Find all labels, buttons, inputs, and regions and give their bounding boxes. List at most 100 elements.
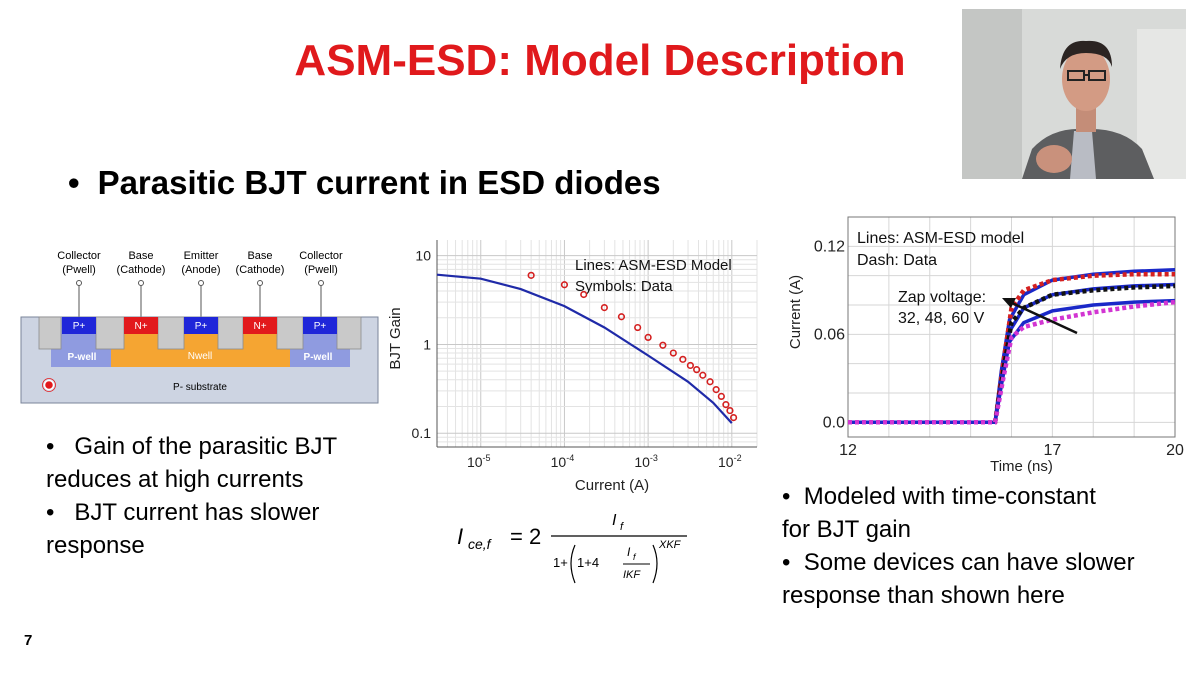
label-base-right-sub: (Cathode) xyxy=(236,264,285,276)
formula-den-b: 1+4 xyxy=(577,555,599,570)
nwell-label: Nwell xyxy=(188,351,212,362)
y-tick-label: 0.0 xyxy=(823,414,845,431)
label-base-right: Base xyxy=(247,250,272,262)
data-point xyxy=(726,406,734,415)
bullet-dot: • xyxy=(46,499,55,526)
right-note-1-line1: Modeled with time-constant xyxy=(803,483,1096,510)
left-notes: • Gain of the parasitic BJT reduces at h… xyxy=(46,430,337,562)
pwell-left-label: P-well xyxy=(68,352,97,363)
implant-n-plus-right xyxy=(243,317,277,334)
right-notes: • Modeled with time-constant for BJT gai… xyxy=(782,480,1135,612)
right-note-2-line1: Some devices can have slower xyxy=(803,549,1135,576)
formula-lhs: I xyxy=(457,524,463,549)
formula-den-num: I xyxy=(627,545,631,559)
data-point xyxy=(706,378,714,386)
right-note-2: • Some devices can have slower xyxy=(782,546,1135,579)
bullet-dot: • xyxy=(68,164,80,201)
plot-frame xyxy=(847,216,1176,438)
left-note-2-line2: response xyxy=(46,532,145,559)
data-point xyxy=(729,414,738,422)
data-point xyxy=(659,341,667,349)
x-tick-label: 10-3 xyxy=(634,453,658,470)
substrate-contact-icon xyxy=(43,379,55,391)
substrate-label: P- substrate xyxy=(173,382,227,393)
label-base-left: Base xyxy=(128,250,153,262)
data-point xyxy=(717,392,725,400)
implant-p-plus-center xyxy=(184,317,218,334)
data-point xyxy=(580,290,588,299)
implant-label: P+ xyxy=(73,321,86,332)
formula-den-den: IKF xyxy=(623,569,641,581)
data-point xyxy=(527,271,535,279)
bullet-dot: • xyxy=(782,483,791,510)
implant-p-plus-right xyxy=(303,317,337,334)
presenter-video-icon xyxy=(962,9,1186,179)
x-tick-label: 10-4 xyxy=(551,453,575,470)
y-tick-label: 0.12 xyxy=(814,238,845,255)
right-note-1-line2: for BJT gain xyxy=(782,516,911,543)
label-base-left-sub: (Cathode) xyxy=(117,264,166,276)
y-axis-label: Current (A) xyxy=(787,275,804,349)
annotation-line1: Zap voltage: xyxy=(898,289,986,306)
right-note-1: • Modeled with time-constant xyxy=(782,480,1135,513)
data-point xyxy=(722,401,730,409)
left-note-1-line1: Gain of the parasitic BJT xyxy=(74,433,338,460)
legend-line1: Lines: ASM-ESD model xyxy=(857,230,1024,247)
data-point xyxy=(699,371,707,379)
formula-equals: = 2 xyxy=(510,524,541,549)
formula-den-num-sub: f xyxy=(633,552,637,562)
y-tick-label: 0.06 xyxy=(814,326,845,343)
annotation-arrow-head-icon xyxy=(1002,298,1016,308)
data-point xyxy=(669,349,677,357)
x-tick-label: 12 xyxy=(839,442,857,459)
gain-formula: I ce,f = 2 I f 1+ 1+4 I f IKF XKF xyxy=(455,503,705,588)
left-note-1: • Gain of the parasitic BJT xyxy=(46,430,337,463)
annotation-line2: 32, 48, 60 V xyxy=(898,310,985,327)
label-collector-right: Collector xyxy=(299,250,343,262)
slide-title: ASM-ESD: Model Description xyxy=(294,36,906,85)
left-note-2: • BJT current has slower xyxy=(46,496,337,529)
transient-current-chart: 12 17 20 0.12 0.06 0.0 Time (ns) Current (A) Lin… xyxy=(780,205,1192,475)
implant-label: N+ xyxy=(134,321,147,332)
implant-label: N+ xyxy=(253,321,266,332)
formula-num: I xyxy=(612,512,617,529)
data-dash-series-5 xyxy=(848,299,1176,425)
data-point xyxy=(600,303,608,312)
pwell-right-label: P-well xyxy=(304,352,333,363)
label-collector-right-sub: (Pwell) xyxy=(304,264,338,276)
implant-label: P+ xyxy=(314,321,327,332)
data-point xyxy=(634,323,642,332)
data-point xyxy=(712,386,720,394)
bullet-dot: • xyxy=(46,433,55,460)
formula-lhs-sub: ce,f xyxy=(468,536,493,552)
data-point xyxy=(617,313,626,321)
formula-den-a: 1+ xyxy=(553,555,568,570)
formula-exponent: XKF xyxy=(658,539,682,551)
bjt-gain-chart: 10-5 10-4 10-3 10-2 10 1 0.1 Current (A) BJT Gai… xyxy=(382,225,762,495)
annotation-arrow xyxy=(1011,301,1078,335)
implant-n-plus-left xyxy=(124,317,158,334)
main-bullet: • Parasitic BJT current in ESD diodes xyxy=(68,164,661,202)
data-point xyxy=(644,333,652,342)
label-collector-left-sub: (Pwell) xyxy=(62,264,96,276)
legend-line2: Symbols: Data xyxy=(575,278,673,295)
main-bullet-text: Parasitic BJT current in ESD diodes xyxy=(97,164,661,201)
esd-diode-cross-section: Collector (Pwell) Base (Cathode) Emitter… xyxy=(20,246,382,406)
model-line-series-0 xyxy=(436,273,733,424)
data-point xyxy=(560,281,569,289)
formula-num-sub: f xyxy=(620,521,624,533)
y-axis-label: BJT Gain xyxy=(387,307,404,369)
left-note-2-line1: BJT current has slower xyxy=(74,499,320,526)
x-axis-label: Current (A) xyxy=(575,477,649,494)
label-collector-left: Collector xyxy=(57,250,101,262)
slide-number: 7 xyxy=(24,632,33,649)
presenter-video[interactable] xyxy=(962,9,1186,179)
x-tick-label: 20 xyxy=(1166,442,1184,459)
y-tick-label: 0.1 xyxy=(412,425,432,441)
x-axis-label: Time (ns) xyxy=(990,458,1053,475)
implant-label: P+ xyxy=(195,321,208,332)
y-tick-label: 1 xyxy=(423,336,431,352)
left-note-1-line2: reduces at high currents xyxy=(46,466,304,493)
x-tick-label: 17 xyxy=(1043,442,1061,459)
data-point xyxy=(679,355,687,363)
